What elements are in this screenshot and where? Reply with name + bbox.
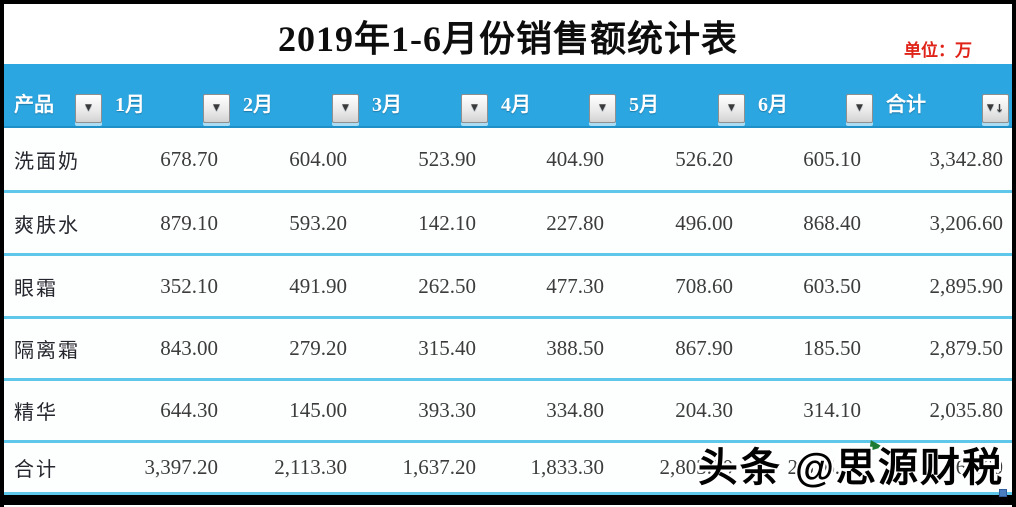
filter-dropdown-icon: ▼	[85, 103, 92, 113]
product-cell: 洗面奶	[14, 150, 80, 173]
column-header-jan: 1月 ▼	[105, 64, 233, 126]
filter-dropdown-icon: ▼	[471, 103, 478, 113]
value-cell: 708.60	[675, 273, 733, 298]
sort-down-arrow-icon: ↓	[994, 102, 1005, 115]
watermark: 头条 @思源财税	[697, 446, 1004, 490]
bottom-frame-bar	[4, 495, 1012, 505]
product-cell: 眼霜	[14, 277, 58, 300]
value-cell: 334.80	[546, 398, 604, 422]
column-header-jun: 6月 ▼	[748, 64, 876, 126]
value-cell: 491.90	[289, 273, 347, 298]
value-cell: 526.20	[675, 146, 733, 171]
value-cell: 678.70	[160, 146, 218, 171]
filter-dropdown-icon: ▼	[599, 103, 606, 113]
filter-dropdown-button[interactable]: ▼	[589, 94, 616, 123]
value-cell: 2,576.60	[787, 455, 862, 479]
value-cell: 867.90	[675, 336, 733, 360]
value-cell: 404.90	[546, 146, 604, 171]
value-cell: 142.10	[418, 210, 476, 235]
sort-filter-button[interactable]: ▼ ↓	[982, 94, 1009, 123]
filter-dropdown-icon: ▼	[856, 103, 863, 113]
value-cell: 593.20	[289, 210, 347, 235]
product-cell: 爽肤水	[14, 214, 80, 237]
column-header-label: 2月	[243, 93, 273, 116]
value-cell: 185.50	[803, 336, 861, 360]
column-header-label: 产品	[14, 93, 54, 116]
filter-dropdown-button[interactable]: ▼	[203, 94, 230, 123]
filter-dropdown-button[interactable]: ▼	[75, 94, 102, 123]
filter-dropdown-icon: ▼	[728, 103, 735, 113]
value-cell: 868.40	[803, 210, 861, 235]
table-row: 隔离霜 843.00 279.20 315.40 388.50 867.90 1…	[4, 319, 1012, 381]
column-header-may: 5月 ▼	[619, 64, 748, 126]
filter-dropdown-icon: ▼	[213, 103, 220, 113]
value-cell: 279.20	[289, 336, 347, 360]
table-row: 洗面奶 678.70 604.00 523.90 404.90 526.20 6…	[4, 128, 1012, 193]
selection-handle[interactable]	[999, 489, 1007, 497]
filter-dropdown-button[interactable]: ▼	[332, 94, 359, 123]
page-title: 2019年1-6月份销售额统计表	[278, 19, 738, 59]
filter-dropdown-button[interactable]: ▼	[846, 94, 873, 123]
column-header-label: 3月	[372, 93, 402, 116]
value-cell: 477.30	[546, 273, 604, 298]
value-cell: 314.10	[803, 398, 861, 422]
value-cell: 315.40	[418, 336, 476, 360]
table-row: 精华 644.30 145.00 393.30 334.80 204.30 31…	[4, 381, 1012, 443]
value-cell: 2,113.30	[274, 455, 347, 479]
row-total-cell: 2,895.90	[929, 273, 1004, 298]
filter-dropdown-button[interactable]: ▼	[718, 94, 745, 123]
row-total-cell: 3,206.60	[929, 210, 1004, 235]
value-cell: 393.30	[418, 398, 476, 422]
value-cell: 605.10	[803, 146, 861, 171]
filter-dropdown-button[interactable]: ▼	[461, 94, 488, 123]
value-cell: 388.50	[546, 336, 604, 360]
table-row: 爽肤水 879.10 593.20 142.10 227.80 496.00 8…	[4, 193, 1012, 256]
value-cell: 644.30	[160, 398, 218, 422]
row-total-cell: 3,342.80	[929, 146, 1004, 171]
value-cell: 227.80	[546, 210, 604, 235]
value-cell: 604.00	[289, 146, 347, 171]
value-cell: 843.00	[160, 336, 218, 360]
value-cell: 1,833.30	[530, 455, 605, 479]
column-header-label: 4月	[501, 93, 531, 116]
value-cell: 204.30	[675, 398, 733, 422]
value-cell: 603.50	[803, 273, 861, 298]
table-header-row: 产品 ▼ 1月 ▼ 2月 ▼ 3月 ▼ 4月 ▼ 5月 ▼ 6月 ▼ 合计 ▼ ↓	[4, 64, 1012, 128]
row-total-cell: 2,879.50	[929, 336, 1004, 360]
value-cell: 496.00	[675, 210, 733, 235]
column-header-apr: 4月 ▼	[491, 64, 619, 126]
column-header-label: 1月	[115, 93, 145, 116]
column-header-feb: 2月 ▼	[233, 64, 362, 126]
unit-label: 单位：万	[904, 41, 972, 60]
column-header-label: 合计	[886, 93, 926, 116]
value-cell: 1,637.20	[402, 455, 477, 479]
title-bar: 2019年1-6月份销售额统计表 单位：万	[4, 4, 1012, 64]
value-cell: 262.50	[418, 273, 476, 298]
filter-dropdown-icon: ▼	[342, 103, 349, 113]
column-header-label: 5月	[629, 93, 659, 116]
product-cell: 隔离霜	[14, 340, 80, 362]
row-total-cell: 14,360.60	[919, 455, 1003, 479]
value-cell: 523.90	[418, 146, 476, 171]
value-cell: 3,397.20	[144, 455, 219, 479]
value-cell: 352.10	[160, 273, 218, 298]
row-total-cell: 2,035.80	[929, 398, 1004, 422]
product-cell: 合计	[14, 459, 58, 481]
sort-filter-icon: ▼	[986, 103, 994, 113]
value-cell: 879.10	[160, 210, 218, 235]
table-row-total: 合计 3,397.20 2,113.30 1,637.20 1,833.30 2…	[4, 443, 1012, 495]
value-cell: 145.00	[289, 398, 347, 422]
value-cell: 2,803.00	[659, 455, 734, 479]
product-cell: 精华	[14, 402, 58, 424]
column-header-mar: 3月 ▼	[362, 64, 491, 126]
table-row: 眼霜 352.10 491.90 262.50 477.30 708.60 60…	[4, 256, 1012, 319]
column-header-label: 6月	[758, 93, 788, 116]
column-header-total: 合计 ▼ ↓	[876, 64, 1012, 126]
column-header-product: 产品 ▼	[4, 64, 105, 126]
